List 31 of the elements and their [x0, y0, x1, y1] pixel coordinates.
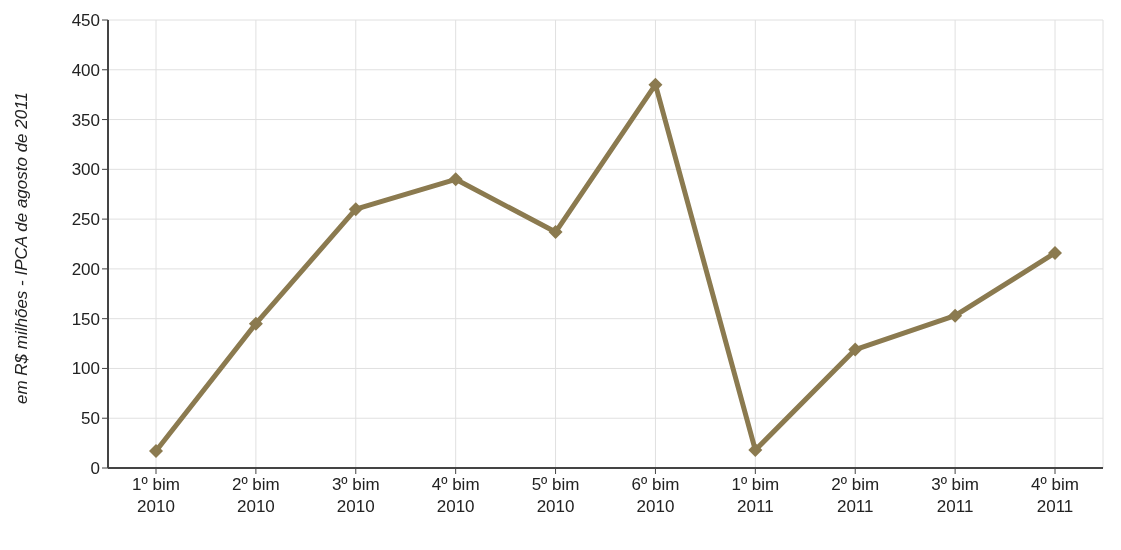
y-tick-label: 100 — [71, 359, 100, 379]
point — [648, 77, 663, 92]
point — [348, 202, 363, 217]
point — [1048, 245, 1062, 260]
y-tick-label: 200 — [71, 259, 100, 279]
y-tick-label: 450 — [71, 11, 100, 31]
x-tick-label: 6º bim 2010 — [631, 475, 680, 516]
y-tick-label: 300 — [71, 160, 100, 180]
point — [248, 316, 263, 331]
y-tick-label: 50 — [81, 409, 100, 429]
y-axis-title: em R$ milhões - IPCA de agosto de 2011 — [12, 92, 32, 404]
point — [948, 308, 963, 323]
point — [748, 443, 763, 458]
x-tick-label: 2º bim 2011 — [831, 475, 880, 516]
x-tick-label: 4º bim 2010 — [431, 475, 480, 516]
x-tick-label: 3º bim 2011 — [931, 475, 979, 516]
x-tick-label: 2º bim 2010 — [232, 475, 280, 516]
point — [448, 172, 463, 187]
x-tick-label: 1º bim 2011 — [731, 475, 780, 516]
x-tick-label: 4º bim 2011 — [1031, 475, 1079, 516]
point — [149, 444, 163, 459]
point — [548, 225, 563, 240]
x-tick-label: 5º bim 2010 — [531, 475, 580, 516]
y-tick-label: 250 — [71, 210, 100, 230]
point — [848, 342, 863, 357]
y-tick-label: 350 — [71, 110, 100, 130]
x-tick-label: 1º bim 2010 — [132, 475, 180, 516]
y-tick-label: 150 — [71, 309, 100, 329]
y-tick-label: 0 — [90, 459, 100, 479]
y-tick-label: 400 — [71, 60, 100, 80]
x-tick-label: 3º bim 2010 — [331, 475, 380, 516]
